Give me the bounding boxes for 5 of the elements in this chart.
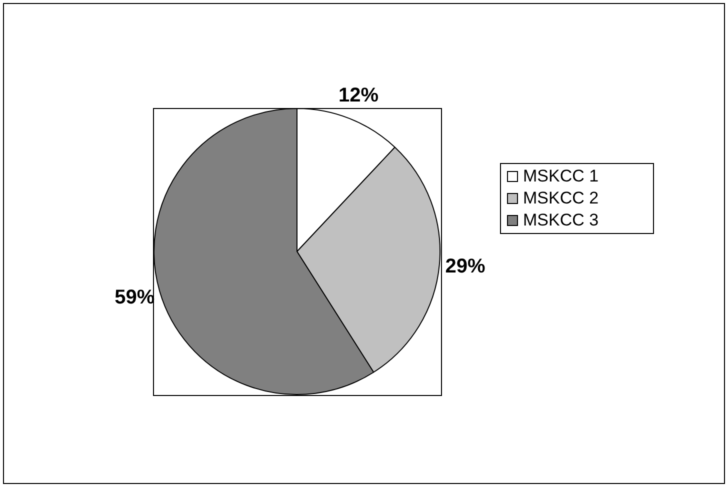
legend-label: MSKCC 2 bbox=[523, 188, 599, 208]
legend-label: MSKCC 3 bbox=[523, 210, 599, 230]
legend-label: MSKCC 1 bbox=[523, 166, 599, 186]
data-label: 29% bbox=[445, 256, 486, 278]
data-label: 12% bbox=[338, 84, 379, 107]
